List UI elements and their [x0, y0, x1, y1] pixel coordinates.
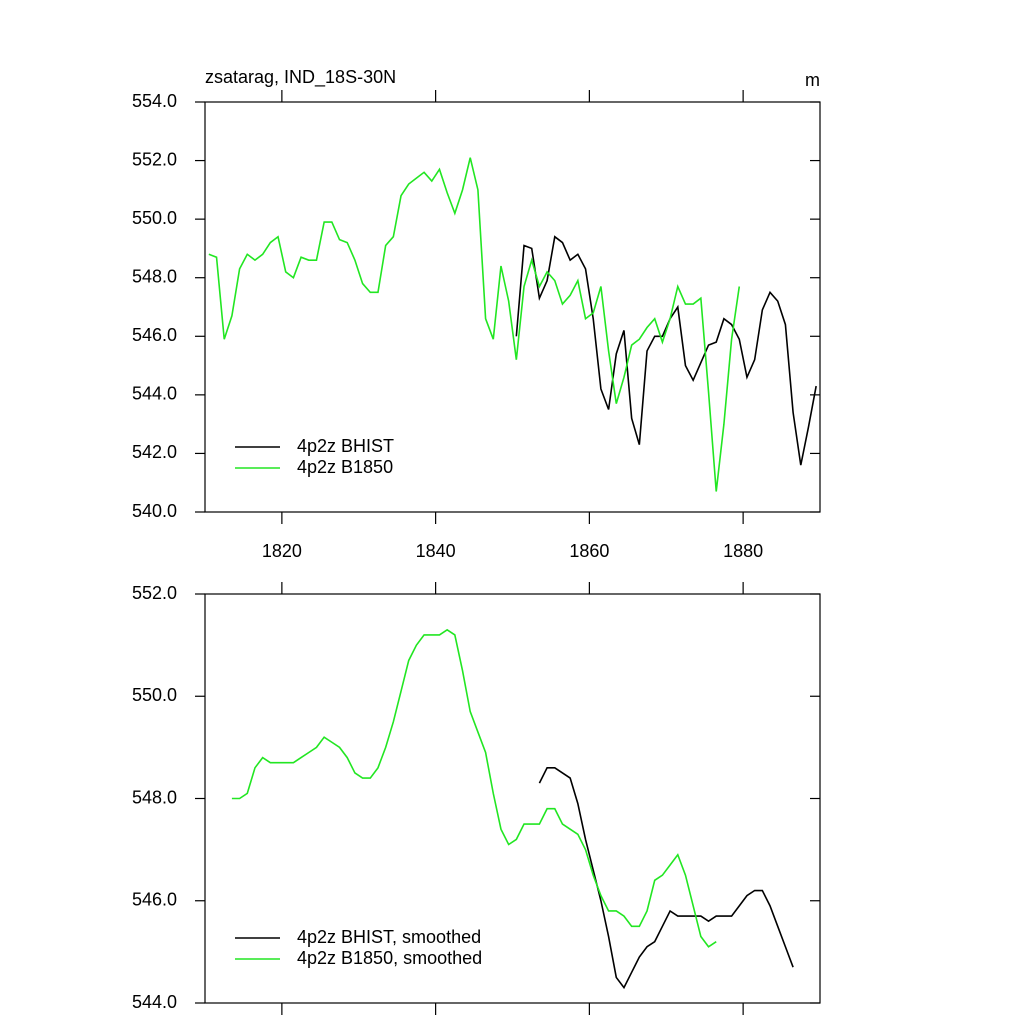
- y-tick-label: 548.0: [132, 787, 177, 807]
- y-tick-label: 546.0: [132, 890, 177, 910]
- legend-label: 4p2z BHIST, smoothed: [297, 927, 481, 947]
- legend-label: 4p2z BHIST: [297, 436, 394, 456]
- y-tick-label: 552.0: [132, 583, 177, 603]
- y-tick-label: 554.0: [132, 91, 177, 111]
- data-line: [538, 767, 794, 990]
- y-tick-label: 550.0: [132, 208, 177, 228]
- data-line: [231, 628, 717, 948]
- plot-frame: [204, 101, 821, 513]
- y-tick-label: 544.0: [132, 992, 177, 1012]
- y-tick-label: 540.0: [132, 501, 177, 521]
- y-tick-label: 548.0: [132, 266, 177, 286]
- data-line: [515, 235, 817, 466]
- legend-label: 4p2z B1850: [297, 457, 393, 477]
- y-tick-label: 552.0: [132, 149, 177, 169]
- legend-label: 4p2z B1850, smoothed: [297, 948, 482, 968]
- x-tick-label: 1840: [416, 541, 456, 561]
- y-tick-label: 546.0: [132, 325, 177, 345]
- y-tick-label: 544.0: [132, 384, 177, 404]
- y-tick-label: 542.0: [132, 442, 177, 462]
- x-tick-label: 1820: [262, 541, 302, 561]
- chart-title: zsatarag, IND_18S-30N: [205, 67, 396, 88]
- data-line: [208, 157, 741, 492]
- x-tick-label: 1880: [723, 541, 763, 561]
- y-tick-label: 550.0: [132, 685, 177, 705]
- x-tick-label: 1860: [569, 541, 609, 561]
- units-label: m: [805, 70, 820, 90]
